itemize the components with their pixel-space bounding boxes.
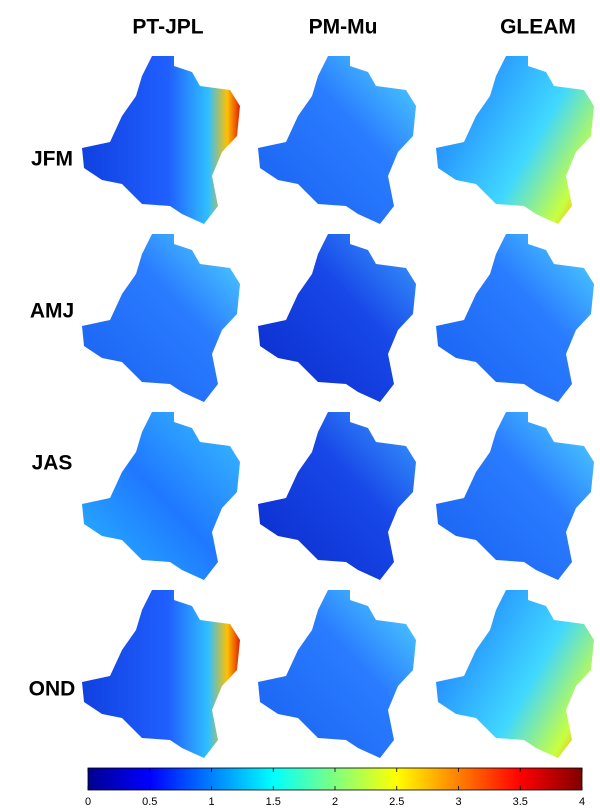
map [82,234,240,402]
map [436,590,594,758]
map [258,412,416,580]
column-title: GLEAM [500,16,576,39]
colorbar-tick-label: 4 [579,796,585,808]
row-label: AMJ [30,300,74,323]
map [436,56,594,224]
map [258,56,416,224]
map [258,234,416,402]
row-label: OND [29,678,76,701]
row-label: JAS [32,452,73,475]
map [258,590,416,758]
map [82,56,240,224]
column-title: PM-Mu [309,16,378,39]
colorbar-tick-label: 2.5 [389,796,404,808]
map [436,234,594,402]
colorbar-tick-label: 0 [85,796,91,808]
map [82,590,240,758]
map [82,412,240,580]
colorbar-tick-label: 1.5 [266,796,281,808]
colorbar-tick-label: 3 [455,796,461,808]
colorbar-tick-label: 3.5 [513,796,528,808]
colorbar-tick-label: 1 [208,796,214,808]
map [436,412,594,580]
colorbar-tick-label: 2 [332,796,338,808]
column-title: PT-JPL [132,16,203,39]
colorbar-tick-label: 0.5 [142,796,157,808]
row-label: JFM [31,148,73,171]
